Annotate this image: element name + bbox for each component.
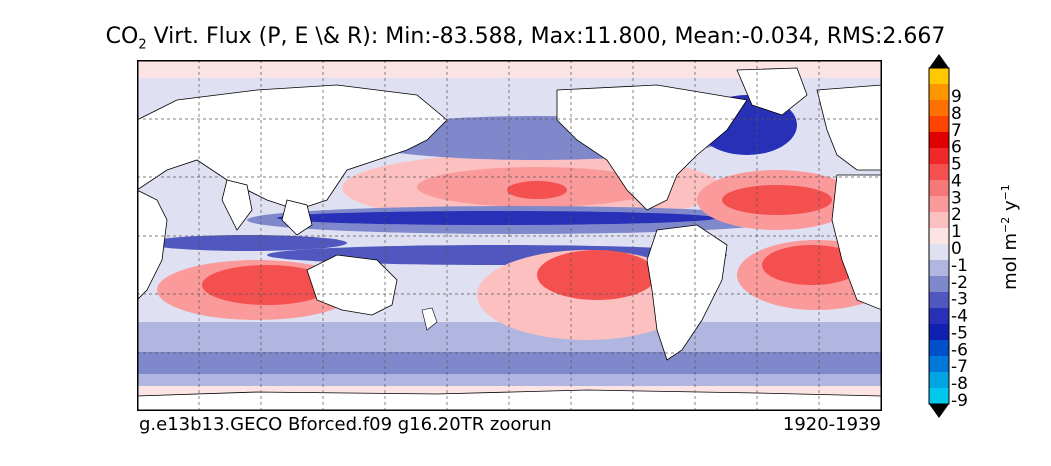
title-rest: Virt. Flux (P, E \& R): Min:-83.588, Max… bbox=[146, 24, 946, 49]
colorbar-segment bbox=[929, 340, 949, 357]
colorbar-tick-label: 4 bbox=[951, 171, 962, 191]
colorbar-segment bbox=[929, 244, 949, 261]
s-atlantic-red bbox=[762, 245, 862, 285]
land-se-asia bbox=[281, 199, 313, 236]
colorbar-segment bbox=[929, 212, 949, 229]
land-north-america bbox=[556, 84, 748, 211]
land-australia bbox=[306, 254, 398, 316]
colorbar-tick-label: 8 bbox=[951, 104, 962, 124]
colorbar-tick-label: -3 bbox=[951, 290, 968, 310]
colorbar-tick-label: 1 bbox=[951, 222, 962, 242]
colorbar-segment bbox=[929, 228, 949, 245]
colorbar-segment bbox=[929, 388, 949, 405]
colorbar-segment bbox=[929, 308, 949, 325]
chart-title: CO2 Virt. Flux (P, E \& R): Min:-83.588,… bbox=[0, 24, 1051, 52]
colorbar-tick-label: -5 bbox=[951, 323, 968, 343]
unit-part-1: mol m bbox=[1000, 233, 1021, 290]
colorbar-tick-label: -9 bbox=[951, 391, 968, 411]
land-eurasia bbox=[137, 84, 448, 211]
land-south-america bbox=[646, 224, 728, 361]
colorbar-tick-label: -6 bbox=[951, 340, 968, 360]
colorbar-segment bbox=[929, 84, 949, 101]
colorbar-tick-label: 6 bbox=[951, 138, 962, 158]
colorbar-outline bbox=[928, 67, 950, 405]
colorbar-tick-label: 5 bbox=[951, 155, 962, 175]
colorbar-tick-label: -7 bbox=[951, 357, 968, 377]
land-antarctica bbox=[137, 389, 882, 411]
title-subscript: 2 bbox=[138, 37, 147, 53]
colorbar-segment bbox=[929, 148, 949, 165]
colorbar-segment bbox=[929, 260, 949, 277]
n-atlantic-red bbox=[722, 185, 832, 215]
colorbar-tick-label: 0 bbox=[951, 239, 962, 259]
title-prefix: CO bbox=[105, 24, 139, 49]
colorbar-segments bbox=[928, 54, 950, 418]
colorbar-segment bbox=[929, 292, 949, 309]
colorbar-segment bbox=[929, 372, 949, 389]
colorbar-extend-top bbox=[929, 54, 949, 68]
indian-blue bbox=[147, 235, 347, 251]
southern-band-2 bbox=[137, 352, 882, 374]
land-africa-west bbox=[137, 189, 168, 301]
land-europe bbox=[816, 84, 882, 171]
colorbar-tick-label: 2 bbox=[951, 205, 962, 225]
southern-band-3 bbox=[137, 374, 882, 386]
colorbar-segment bbox=[929, 276, 949, 293]
colorbar-segment bbox=[929, 132, 949, 149]
land-new-zealand bbox=[421, 307, 438, 331]
colorbar-extend-bottom bbox=[929, 404, 949, 418]
n-pacific-core bbox=[507, 181, 567, 199]
colorbar-tick-label: -1 bbox=[951, 256, 968, 276]
land-africa-east bbox=[831, 174, 882, 311]
gridlines bbox=[137, 60, 882, 411]
date-range: 1920-1939 bbox=[782, 414, 881, 435]
colorbar-segment bbox=[929, 116, 949, 133]
colorbar-segment bbox=[929, 180, 949, 197]
land-india bbox=[221, 179, 253, 231]
unit-exp-1: −2 bbox=[999, 216, 1012, 233]
colorbar-tick-label: -2 bbox=[951, 273, 968, 293]
unit-part-2: y bbox=[1000, 200, 1021, 217]
case-name: g.e13b13.GECO Bforced.f09 g16.20TR zooru… bbox=[139, 414, 552, 435]
equatorial-core bbox=[277, 211, 717, 225]
s-pacific-red bbox=[537, 250, 657, 300]
colorbar-segment bbox=[929, 68, 949, 85]
colorbar-segment bbox=[929, 324, 949, 341]
colorbar-segment bbox=[929, 196, 949, 213]
land-greenland bbox=[736, 67, 808, 116]
colorbar-tick-label: 9 bbox=[951, 87, 962, 107]
colorbar-segment bbox=[929, 356, 949, 373]
colorbar-tick-label: 3 bbox=[951, 188, 962, 208]
map-border bbox=[137, 60, 882, 411]
indian-red bbox=[202, 265, 332, 305]
colorbar-segment bbox=[929, 100, 949, 117]
colorbar-units: mol m−2 y−1 bbox=[999, 184, 1021, 290]
colorbar-tick-label: -8 bbox=[951, 374, 968, 394]
flux-map bbox=[137, 60, 882, 411]
colorbar-segment bbox=[929, 164, 949, 181]
colorbar-tick-label: -4 bbox=[951, 307, 968, 327]
colorbar-tick-label: 7 bbox=[951, 121, 962, 141]
unit-exp-2: −1 bbox=[999, 184, 1012, 201]
